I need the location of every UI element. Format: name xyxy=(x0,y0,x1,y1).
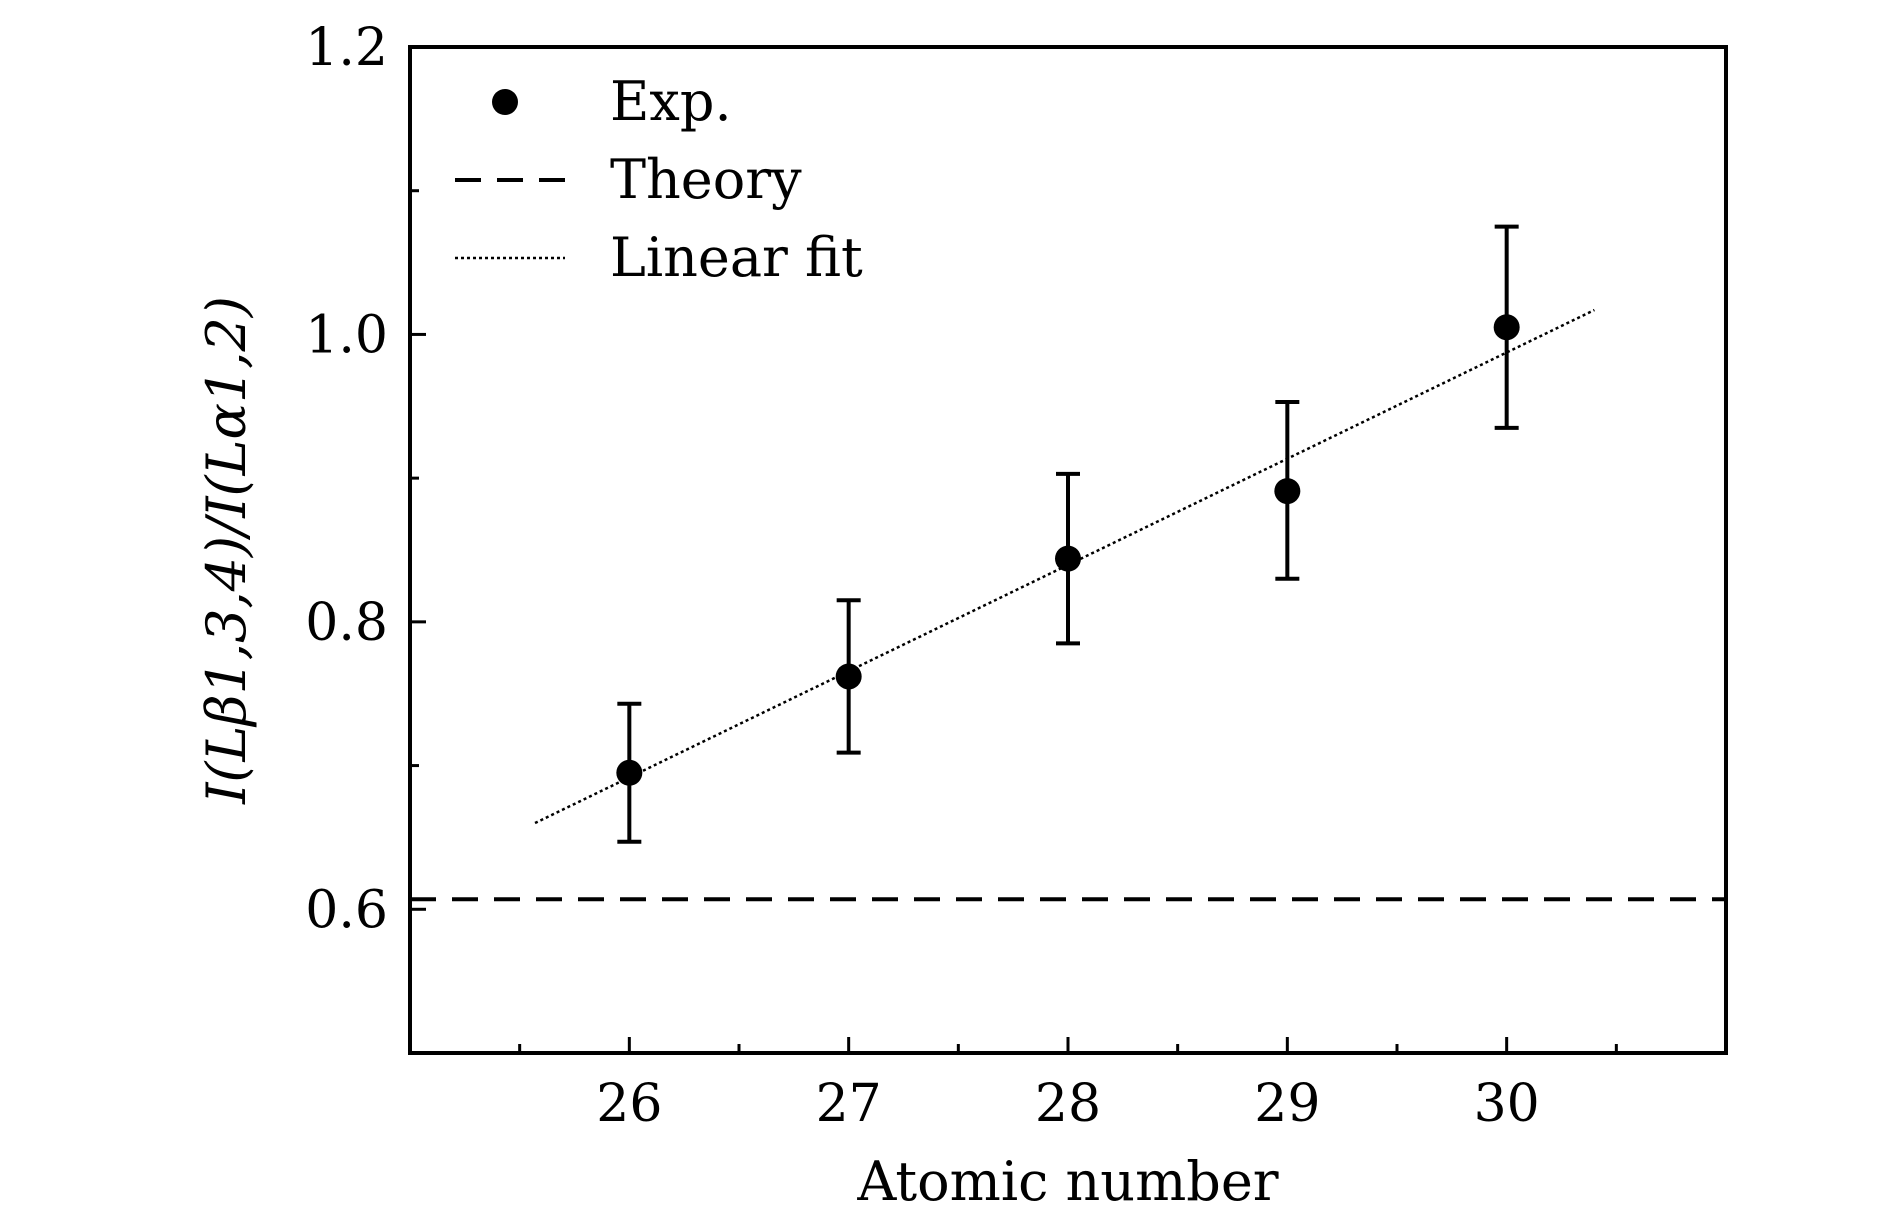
y-axis-label: I(Lβ1,3,4)/I(Lα1,2) xyxy=(195,296,258,805)
data-point xyxy=(835,663,862,690)
data-point xyxy=(1493,314,1520,341)
legend-label: Exp. xyxy=(610,70,732,133)
x-tick-label: 30 xyxy=(1474,1074,1540,1134)
data-point xyxy=(1055,545,1081,572)
x-tick-label: 29 xyxy=(1254,1074,1320,1134)
legend-marker-exp xyxy=(492,89,518,115)
x-axis-label: Atomic number xyxy=(856,1150,1278,1213)
y-tick-label: 1.2 xyxy=(305,18,388,78)
legend-label: Linear fit xyxy=(610,226,863,289)
data-marks xyxy=(410,224,1726,902)
x-tick-label: 26 xyxy=(596,1074,662,1134)
x-tick-label: 27 xyxy=(816,1074,882,1134)
axis-tick-labels: 26 27 28 29 30 0.6 0.8 1.0 1.2 xyxy=(305,18,1539,1134)
y-tick-label: 0.6 xyxy=(305,880,388,940)
axis-ticks xyxy=(410,45,1618,1053)
legend-label: Theory xyxy=(610,148,802,211)
y-tick-label: 1.0 xyxy=(305,305,388,365)
legend: Exp. Theory Linear fit xyxy=(455,70,863,289)
y-tick-label: 0.8 xyxy=(305,593,388,653)
x-tick-label: 28 xyxy=(1035,1074,1101,1134)
data-point xyxy=(1274,478,1301,505)
linear-fit-line xyxy=(534,308,1595,825)
